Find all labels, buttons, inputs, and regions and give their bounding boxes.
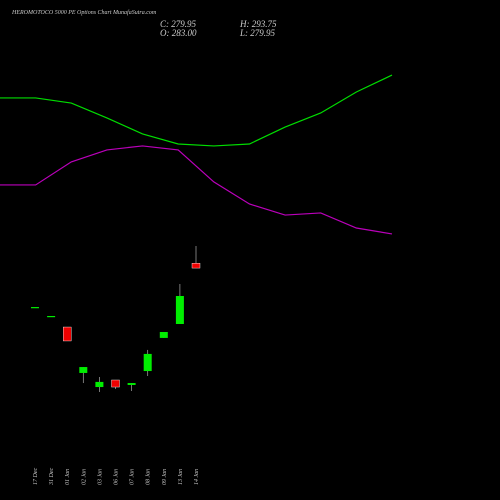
open-label: O: 283.00	[160, 28, 197, 38]
candle-body	[79, 367, 88, 373]
x-tick-label: 01 Jan	[65, 469, 71, 485]
x-tick-label: 07 Jan	[130, 469, 136, 485]
candle-body	[47, 316, 56, 318]
candle-body	[63, 326, 72, 342]
candle-body	[191, 263, 201, 269]
x-tick-label: 17 Dec	[33, 468, 39, 485]
x-tick-label: 13 Jan	[178, 469, 184, 485]
candle-body	[159, 332, 168, 338]
x-tick-label: 14 Jan	[193, 469, 200, 485]
chart-title: HEROMOTOCO 5000 PE Options Chart MunafaS…	[11, 9, 157, 16]
indicator-line	[0, 74, 393, 147]
candle-body	[111, 379, 120, 388]
candle-body	[31, 307, 39, 309]
candle-body	[95, 381, 104, 388]
close-label: C: 279.95	[160, 19, 197, 29]
x-tick-label: 06 Jan	[114, 469, 120, 485]
indicator-line	[0, 145, 393, 235]
low-label: L: 279.95	[239, 28, 276, 38]
x-tick-label: 03 Jan	[97, 469, 103, 485]
candle-body	[175, 296, 184, 324]
x-tick-label: 08 Jan	[146, 469, 152, 485]
x-tick-label: 09 Jan	[162, 469, 168, 485]
candle-body	[143, 353, 152, 372]
high-label: H: 293.75	[239, 19, 277, 29]
x-tick-label: 31 Dec	[49, 468, 55, 486]
x-tick-label: 02 Jan	[81, 469, 87, 485]
candle-body	[127, 383, 136, 385]
